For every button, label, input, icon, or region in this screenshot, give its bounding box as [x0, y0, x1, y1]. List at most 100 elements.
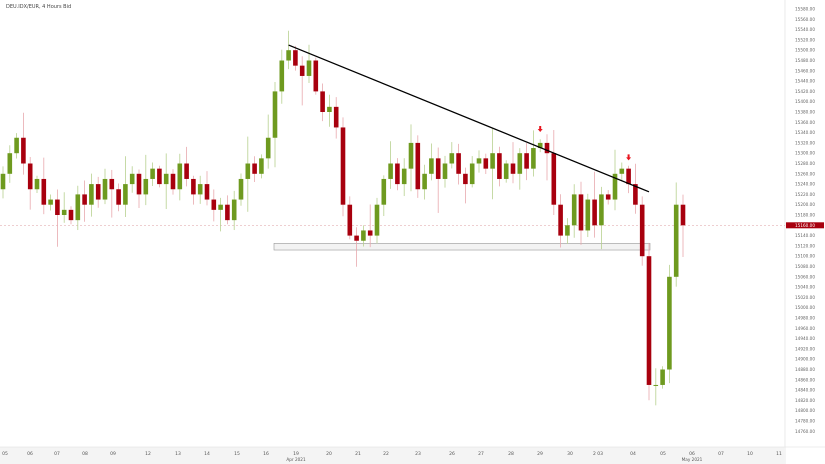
candle — [415, 135, 421, 198]
candle-body — [401, 168, 407, 185]
candle — [367, 204, 373, 248]
candle-body — [429, 158, 434, 174]
candle-body — [259, 158, 264, 174]
candle — [170, 169, 176, 195]
candle-body — [374, 204, 380, 236]
candle — [633, 163, 638, 214]
current-price-tag — [786, 222, 824, 229]
y-tick-label: 15280.00 — [795, 161, 815, 166]
candle — [327, 94, 332, 127]
candle-body — [578, 194, 584, 231]
candle-body — [469, 163, 475, 185]
candle — [68, 206, 74, 225]
candle-body — [143, 178, 149, 195]
x-tick-label: 06 — [689, 451, 695, 457]
candle — [551, 130, 557, 215]
candle-body — [605, 194, 611, 200]
candle-body — [449, 153, 455, 164]
candle — [0, 166, 6, 199]
candle — [667, 264, 672, 384]
candle-body — [497, 153, 502, 179]
candle-body — [422, 173, 427, 190]
x-tick-label: 13 — [175, 451, 181, 457]
down-arrow-icon — [537, 126, 543, 133]
candle — [639, 196, 645, 266]
candle-body — [272, 91, 278, 138]
x-tick-sublabel: May 2021 — [682, 457, 703, 462]
candle-body — [231, 199, 237, 221]
y-tick-label: 15080.00 — [795, 264, 815, 269]
candle — [184, 146, 189, 187]
y-tick-label: 15060.00 — [795, 274, 815, 279]
x-tick-label: 14 — [204, 451, 210, 457]
candle-body — [571, 194, 577, 226]
candle-body — [660, 369, 665, 385]
y-tick-label: 15000.00 — [795, 305, 815, 310]
candle — [463, 167, 468, 204]
y-tick-label: 15120.00 — [795, 243, 815, 248]
candle — [673, 182, 679, 287]
x-tick-label: 22 — [383, 451, 389, 457]
candle — [55, 189, 60, 247]
candle-body — [306, 60, 312, 76]
candle-body — [150, 168, 155, 179]
candle-body — [361, 230, 366, 241]
candle-body — [184, 163, 189, 179]
candle-body — [558, 204, 563, 236]
candle — [102, 168, 108, 205]
candle-body — [27, 163, 33, 190]
y-axis-panel — [785, 0, 825, 464]
candle — [510, 142, 516, 184]
candle — [429, 143, 434, 181]
y-tick-label: 15140.00 — [795, 233, 815, 238]
candle-body — [170, 173, 176, 190]
candle-body — [204, 184, 210, 200]
candle-body — [68, 209, 74, 221]
x-tick-label: 30 — [567, 451, 573, 457]
down-arrow-icon — [626, 154, 632, 161]
candle-body — [667, 276, 672, 370]
candle — [61, 192, 67, 223]
candle-body — [585, 199, 591, 231]
candle-body — [279, 60, 285, 92]
candle-body — [238, 178, 244, 200]
y-tick-label: 14920.00 — [795, 346, 815, 351]
y-tick-label: 15220.00 — [795, 192, 815, 197]
candle — [163, 153, 169, 210]
candle — [680, 194, 686, 258]
candle — [605, 190, 611, 205]
candle-body — [252, 163, 257, 174]
candle — [571, 184, 577, 238]
candle — [157, 165, 162, 188]
candle-body — [327, 106, 332, 112]
candle-body — [109, 178, 115, 190]
x-tick-label: 09 — [110, 451, 116, 457]
y-tick-label: 15440.00 — [795, 79, 815, 84]
candle — [211, 189, 217, 222]
candle-body — [653, 384, 659, 386]
candle — [191, 175, 196, 205]
x-tick-label: 27 — [478, 451, 484, 457]
candle — [279, 49, 285, 104]
candle — [612, 149, 618, 211]
y-tick-label: 15300.00 — [795, 151, 815, 156]
candle-body — [299, 65, 305, 76]
candle-body — [89, 184, 94, 205]
y-tick-label: 14780.00 — [795, 419, 815, 424]
candle — [381, 175, 387, 217]
candle-body — [388, 163, 393, 179]
y-tick-label: 15500.00 — [795, 48, 815, 53]
y-tick-label: 14900.00 — [795, 357, 815, 362]
x-tick-label: 11 — [776, 451, 782, 457]
candle — [558, 194, 563, 248]
candle — [48, 194, 53, 211]
y-tick-label: 14880.00 — [795, 367, 815, 372]
candle — [340, 117, 346, 217]
y-tick-label: 15420.00 — [795, 89, 815, 94]
x-tick-label: 04 — [630, 451, 636, 457]
candle — [313, 57, 319, 95]
candle-body — [48, 199, 53, 205]
candle — [531, 130, 536, 177]
y-tick-label: 14860.00 — [795, 377, 815, 382]
